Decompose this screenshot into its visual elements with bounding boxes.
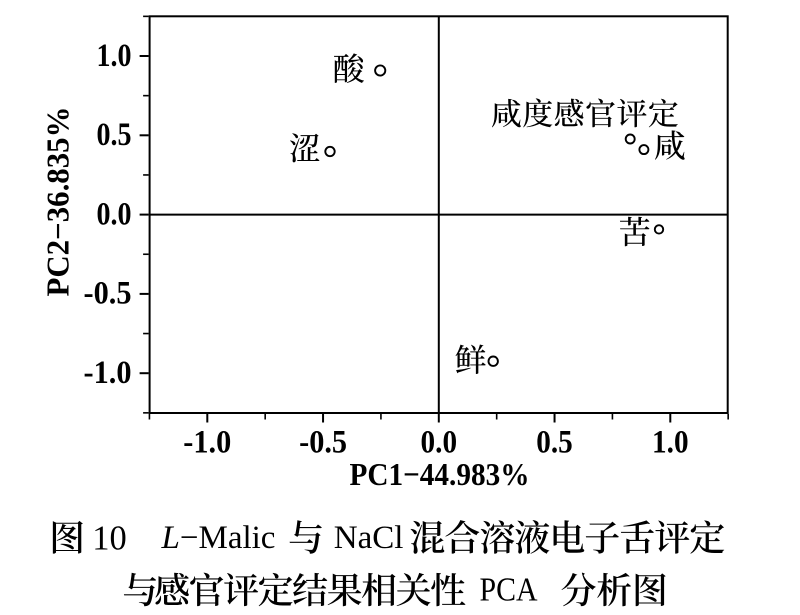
svg-text:NaCl: NaCl [334, 520, 404, 556]
svg-text:1.0: 1.0 [652, 424, 689, 460]
svg-text:PC1−44.983%: PC1−44.983% [350, 456, 530, 492]
svg-text:0.5: 0.5 [97, 117, 132, 153]
svg-text:10: 10 [92, 518, 127, 557]
svg-text:L−Malic: L−Malic [161, 520, 276, 556]
svg-text:1.0: 1.0 [97, 38, 132, 74]
svg-text:-1.0: -1.0 [183, 424, 231, 460]
svg-text:-0.5: -0.5 [84, 276, 132, 312]
svg-text:0.0: 0.0 [421, 424, 458, 460]
svg-text:-1.0: -1.0 [84, 355, 132, 391]
svg-text:PC2−36.835%: PC2−36.835% [40, 107, 75, 297]
svg-text:0.0: 0.0 [97, 196, 132, 232]
svg-text:0.5: 0.5 [536, 424, 573, 460]
svg-text:PCA: PCA [480, 572, 538, 609]
svg-text:-0.5: -0.5 [299, 424, 347, 460]
